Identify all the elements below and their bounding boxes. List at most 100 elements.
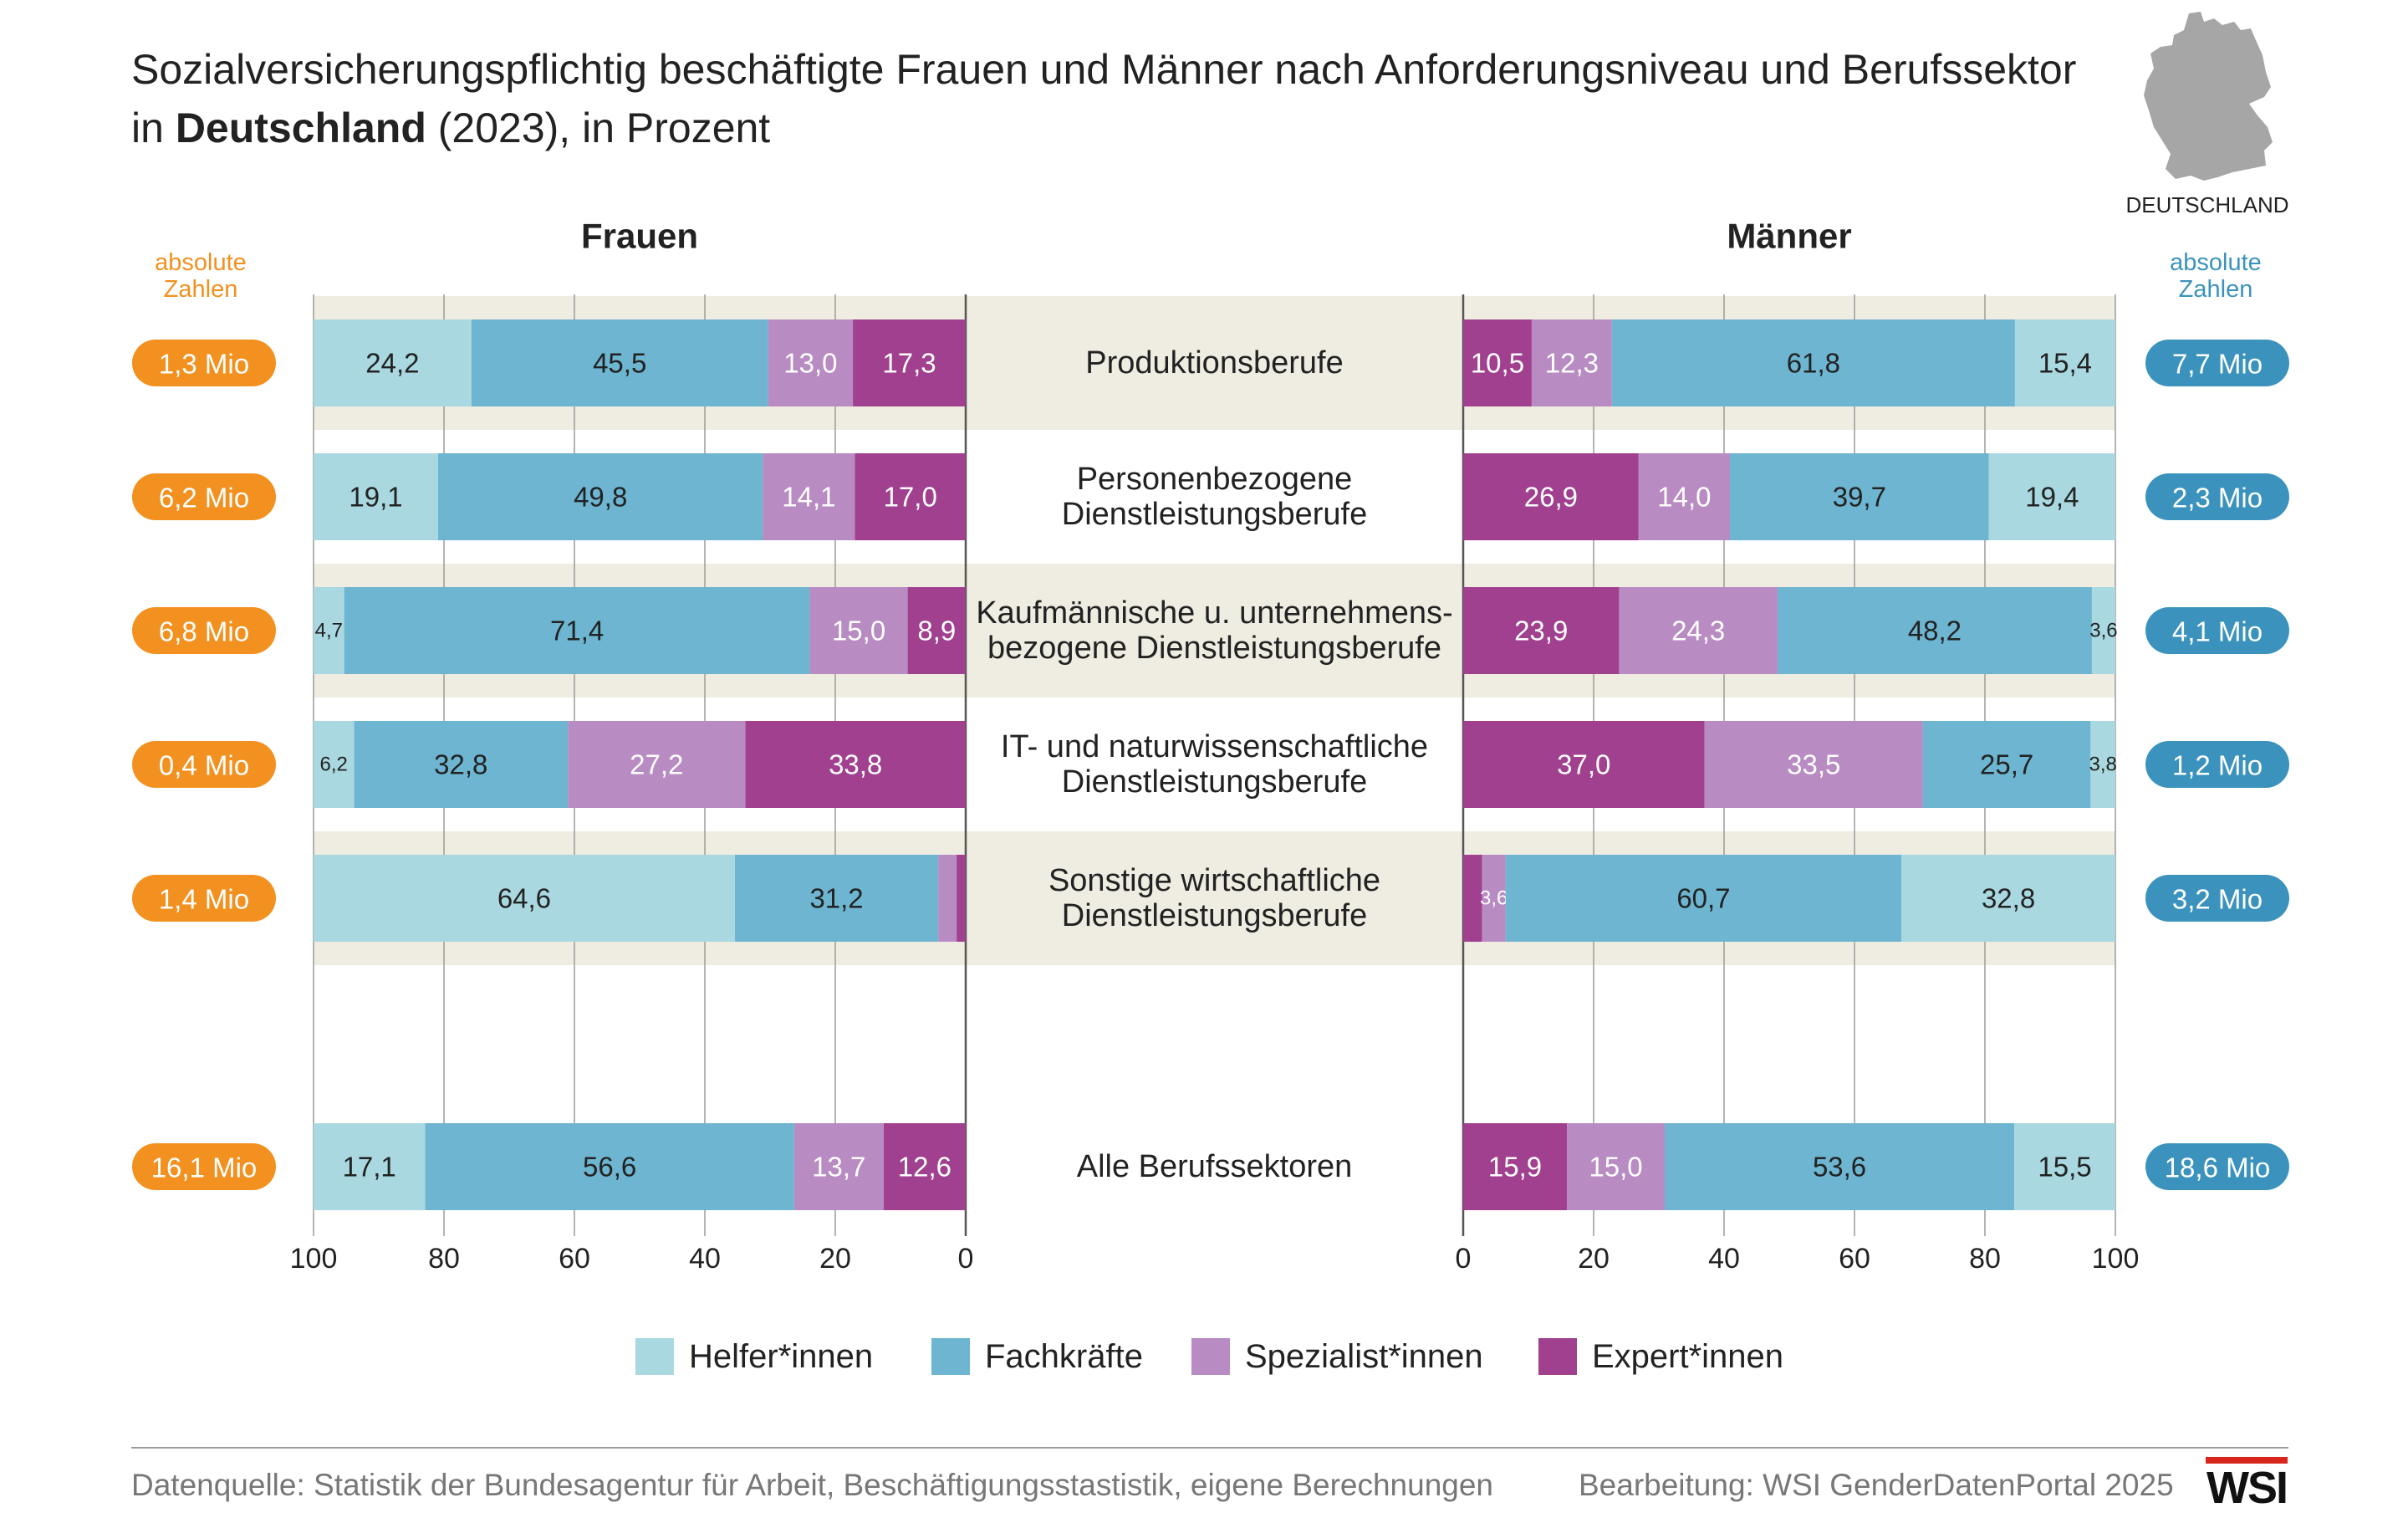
tick-women-40: 40 [689,1243,721,1275]
label-men-5-helfer: 15,5 [2038,1152,2091,1183]
label-men-3-expert: 37,0 [1557,749,1610,780]
tick-men-100: 100 [2092,1243,2140,1275]
bar-men-1-helfer [1988,453,2115,540]
label-women-1-helfer: 19,1 [349,482,402,513]
abs-header-men-2: Zahlen [2179,276,2253,303]
abs-badge-men-2 [2145,607,2289,654]
bar-men-2-expert [1463,587,1620,674]
bar-men-1-spez [1638,453,1731,540]
bar-men-3-fach [1922,721,2091,808]
label-men-2-expert: 23,9 [1514,616,1568,646]
bar-men-0-helfer [2014,319,2115,406]
bar-men-5-fach [1665,1123,2015,1210]
tick-women-100: 100 [290,1243,338,1275]
germany-map-icon [2144,12,2273,181]
bar-women-2-expert [907,587,966,674]
bar-men-5-spez [1567,1123,1666,1210]
abs-value-men-4: 3,2 Mio [2172,884,2263,915]
abs-value-women-2: 6,8 Mio [159,616,249,647]
bar-men-0-spez [1531,319,1612,406]
abs-header-women-1: absolute [155,249,247,276]
bar-women-3-expert [745,721,966,808]
label-women-5-helfer: 17,1 [343,1152,396,1183]
category-label-1-line1: Personenbezogene [1077,462,1353,497]
label-women-2-spez: 15,0 [832,616,885,646]
abs-value-women-4: 1,4 Mio [159,884,249,915]
bar-women-1-expert [855,453,966,540]
tick-men-60: 60 [1839,1243,1870,1275]
bar-women-5-helfer [314,1123,426,1210]
bar-men-4-helfer [1901,855,2115,942]
legend-swatch-fachkraefte [931,1338,970,1375]
bar-men-0-expert [1463,319,1532,406]
abs-badge-women-1 [132,473,276,520]
abs-badge-women-5 [132,1143,276,1190]
label-women-5-expert: 12,6 [898,1152,951,1183]
bar-men-2-helfer [2091,587,2115,674]
bar-women-3-helfer [314,721,355,808]
label-women-4-fach: 31,2 [809,883,863,914]
bar-men-5-helfer [2014,1123,2115,1210]
bar-women-0-spez [768,319,854,406]
bar-women-4-helfer [314,855,735,942]
title-line-2: in Deutschland (2023), in Prozent [131,99,2054,157]
category-label-0: Produktionsberufe [1085,345,1343,381]
label-men-5-fach: 53,6 [1813,1152,1866,1183]
abs-value-men-5: 18,6 Mio [2165,1152,2271,1183]
category-label-3-line1: IT- und naturwissenschaftliche [1001,729,1428,764]
bar-men-3-helfer [2090,721,2115,808]
abs-badge-women-4 [132,875,276,922]
label-women-3-fach: 32,8 [434,749,487,780]
label-women-1-fach: 49,8 [574,482,627,513]
bar-men-2-fach [1777,587,2092,674]
wsi-logo-bar [2206,1457,2288,1464]
panel-title-women: Frauen [581,217,698,256]
abs-header-women-2: Zahlen [164,276,238,303]
label-men-1-fach: 39,7 [1833,482,1886,513]
abs-header-men-1: absolute [2170,249,2262,276]
abs-value-men-1: 2,3 Mio [2172,483,2263,514]
title-line-1: Sozialversicherungspflichtig beschäftigt… [131,46,2077,93]
source-note: Datenquelle: Statistik der Bundesagentur… [131,1468,1494,1502]
label-men-0-expert: 10,5 [1471,348,1524,379]
legend-label-fachkraefte: Fachkräfte [985,1337,1143,1375]
chart-title: Sozialversicherungspflichtig beschäftigt… [131,40,2077,157]
label-men-5-expert: 15,9 [1488,1152,1542,1183]
abs-value-men-0: 7,7 Mio [2172,349,2263,380]
abs-badge-women-3 [132,741,276,788]
credit-note: Bearbeitung: WSI GenderDatenPortal 2025 [1579,1468,2174,1502]
abs-badge-women-2 [132,607,276,654]
label-men-3-spez: 33,5 [1787,749,1840,780]
category-label-4-line2: Dienstleistungsberufe [1062,898,1367,933]
label-men-0-fach: 61,8 [1787,348,1840,379]
bar-men-1-fach [1730,453,1989,540]
bar-men-5-expert [1463,1123,1568,1210]
label-men-3-helfer: 3,8 [2089,754,2116,776]
label-men-2-fach: 48,2 [1908,616,1962,646]
bar-women-4-fach [734,855,939,942]
wsi-logo: WSI [2206,1457,2288,1513]
abs-value-women-1: 6,2 Mio [159,483,249,514]
label-men-4-helfer: 32,8 [1982,883,2035,914]
legend-label-helfer: Helfer*innen [689,1337,874,1375]
label-women-3-spez: 27,2 [630,749,683,780]
label-women-0-fach: 45,5 [593,348,646,379]
legend-label-spezialist: Spezialist*innen [1245,1337,1483,1375]
tick-men-20: 20 [1578,1243,1610,1275]
bar-women-5-spez [793,1123,884,1210]
bar-women-2-spez [809,587,908,674]
tick-women-0: 0 [958,1243,974,1275]
label-men-2-helfer: 3,6 [2089,620,2117,642]
label-men-4-fach: 60,7 [1676,883,1730,914]
bar-women-1-spez [763,453,855,540]
bar-women-4-expert [957,855,966,942]
bar-women-5-expert [883,1123,966,1210]
legend-swatch-spezialist [1191,1338,1230,1375]
abs-value-women-0: 1,3 Mio [159,349,249,380]
label-men-2-spez: 24,3 [1671,616,1725,646]
tick-women-80: 80 [428,1243,460,1275]
category-label-2-line1: Kaufmännische u. unternehmens- [976,595,1452,631]
label-women-4-helfer: 64,6 [497,883,551,914]
legend-swatch-expert [1538,1338,1577,1375]
